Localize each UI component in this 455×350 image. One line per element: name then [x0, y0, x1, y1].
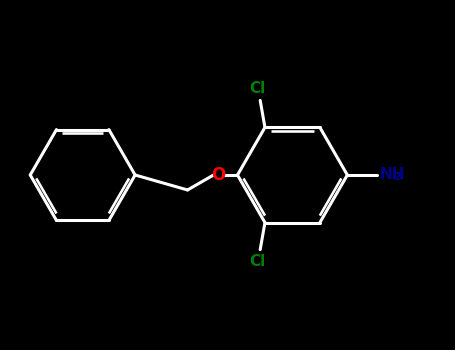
- Text: Cl: Cl: [249, 254, 266, 268]
- Text: NH: NH: [380, 168, 405, 182]
- Text: O: O: [212, 166, 226, 184]
- Text: Cl: Cl: [249, 82, 266, 96]
- Text: 2: 2: [393, 173, 401, 182]
